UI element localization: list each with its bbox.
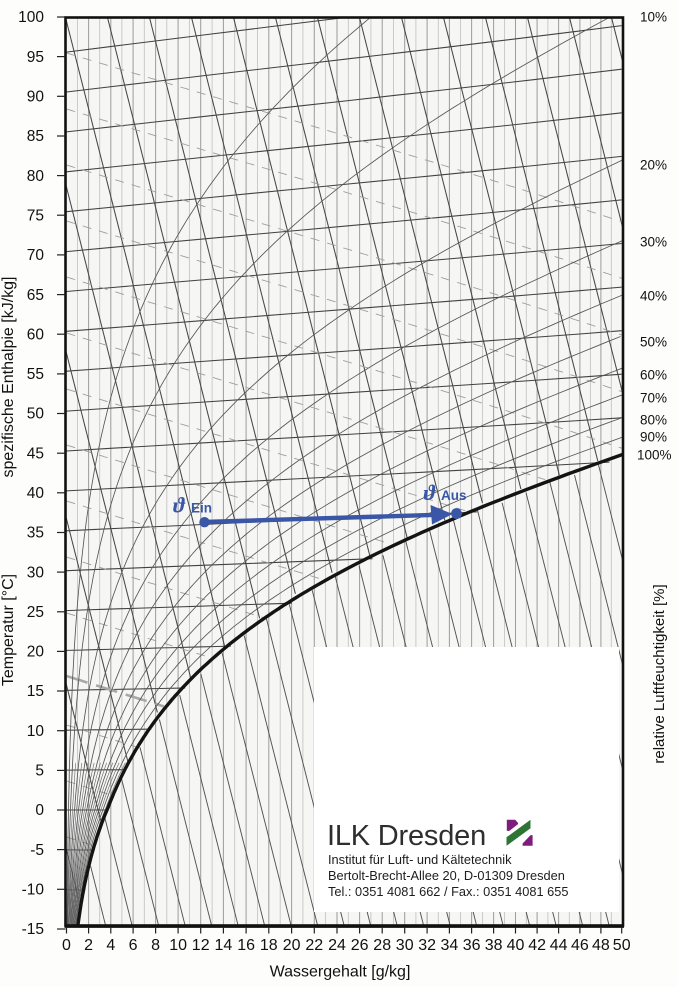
svg-text:40: 40 <box>507 937 525 954</box>
svg-text:Ein: Ein <box>191 501 212 516</box>
svg-text:2: 2 <box>84 937 93 954</box>
svg-text:70%: 70% <box>640 391 667 406</box>
svg-text:60%: 60% <box>640 368 667 383</box>
svg-text:42: 42 <box>528 937 546 954</box>
svg-text:Temperatur [°C]: Temperatur [°C] <box>0 574 17 686</box>
svg-text:60: 60 <box>27 326 45 343</box>
svg-text:80: 80 <box>27 168 45 185</box>
svg-text:30: 30 <box>27 564 45 581</box>
svg-text:28: 28 <box>373 937 391 954</box>
svg-text:20: 20 <box>27 644 45 661</box>
svg-text:10%: 10% <box>640 10 667 25</box>
svg-text:90: 90 <box>27 89 45 106</box>
svg-text:14: 14 <box>215 937 233 954</box>
svg-text:26: 26 <box>351 937 369 954</box>
svg-text:10: 10 <box>169 937 187 954</box>
svg-text:95: 95 <box>27 49 44 66</box>
svg-text:Wassergehalt [g/kg]: Wassergehalt [g/kg] <box>270 964 411 981</box>
svg-text:ϑ: ϑ <box>173 493 186 518</box>
svg-text:40%: 40% <box>640 289 667 304</box>
svg-text:Institut für Luft- und Kältete: Institut für Luft- und Kältetechnik <box>328 852 512 867</box>
svg-text:38: 38 <box>485 937 503 954</box>
svg-text:45: 45 <box>27 445 44 462</box>
svg-text:50%: 50% <box>640 335 667 350</box>
svg-text:Tel.: 0351 4081 662 / Fax.: 03: Tel.: 0351 4081 662 / Fax.: 0351 4081 65… <box>328 884 569 899</box>
svg-text:16: 16 <box>237 937 255 954</box>
svg-text:80%: 80% <box>640 413 667 428</box>
svg-text:100: 100 <box>18 9 44 26</box>
svg-text:30%: 30% <box>640 235 667 250</box>
svg-text:18: 18 <box>260 937 278 954</box>
svg-text:36: 36 <box>463 937 481 954</box>
svg-text:35: 35 <box>27 525 44 542</box>
svg-text:100%: 100% <box>637 448 672 463</box>
svg-text:10: 10 <box>27 723 45 740</box>
svg-text:ϑ: ϑ <box>424 480 437 505</box>
svg-text:0: 0 <box>62 937 71 954</box>
svg-text:20%: 20% <box>640 158 667 173</box>
svg-text:75: 75 <box>27 207 44 224</box>
svg-text:65: 65 <box>27 287 44 304</box>
svg-text:46: 46 <box>571 937 589 954</box>
svg-text:8: 8 <box>151 937 160 954</box>
svg-text:24: 24 <box>328 937 346 954</box>
svg-text:-15: -15 <box>22 921 44 938</box>
svg-text:4: 4 <box>106 937 115 954</box>
svg-text:12: 12 <box>192 937 210 954</box>
svg-text:85: 85 <box>27 128 44 145</box>
svg-text:5: 5 <box>35 763 44 780</box>
svg-text:spezifische Enthalpie [kJ/kg]: spezifische Enthalpie [kJ/kg] <box>0 277 17 478</box>
svg-text:32: 32 <box>418 937 436 954</box>
svg-text:34: 34 <box>441 937 459 954</box>
svg-text:22: 22 <box>305 937 323 954</box>
svg-text:-5: -5 <box>30 842 44 859</box>
svg-text:relative Luftfeuchtigkeit [%]: relative Luftfeuchtigkeit [%] <box>651 584 668 763</box>
svg-text:30: 30 <box>396 937 414 954</box>
svg-text:50: 50 <box>27 406 45 423</box>
svg-text:40: 40 <box>27 485 45 502</box>
svg-text:6: 6 <box>129 937 138 954</box>
svg-text:50: 50 <box>613 937 631 954</box>
svg-text:20: 20 <box>283 937 301 954</box>
svg-text:70: 70 <box>27 247 45 264</box>
svg-text:44: 44 <box>550 937 568 954</box>
svg-text:Aus: Aus <box>441 488 467 503</box>
svg-text:-10: -10 <box>22 882 45 899</box>
svg-text:48: 48 <box>592 937 610 954</box>
svg-text:15: 15 <box>27 683 44 700</box>
svg-text:55: 55 <box>27 366 44 383</box>
svg-text:25: 25 <box>27 604 44 621</box>
svg-text:ILK Dresden: ILK Dresden <box>327 820 486 852</box>
svg-text:0: 0 <box>35 802 44 819</box>
svg-text:Bertolt-Brecht-Allee 20, D-013: Bertolt-Brecht-Allee 20, D-01309 Dresden <box>328 868 565 883</box>
svg-text:90%: 90% <box>640 430 667 445</box>
